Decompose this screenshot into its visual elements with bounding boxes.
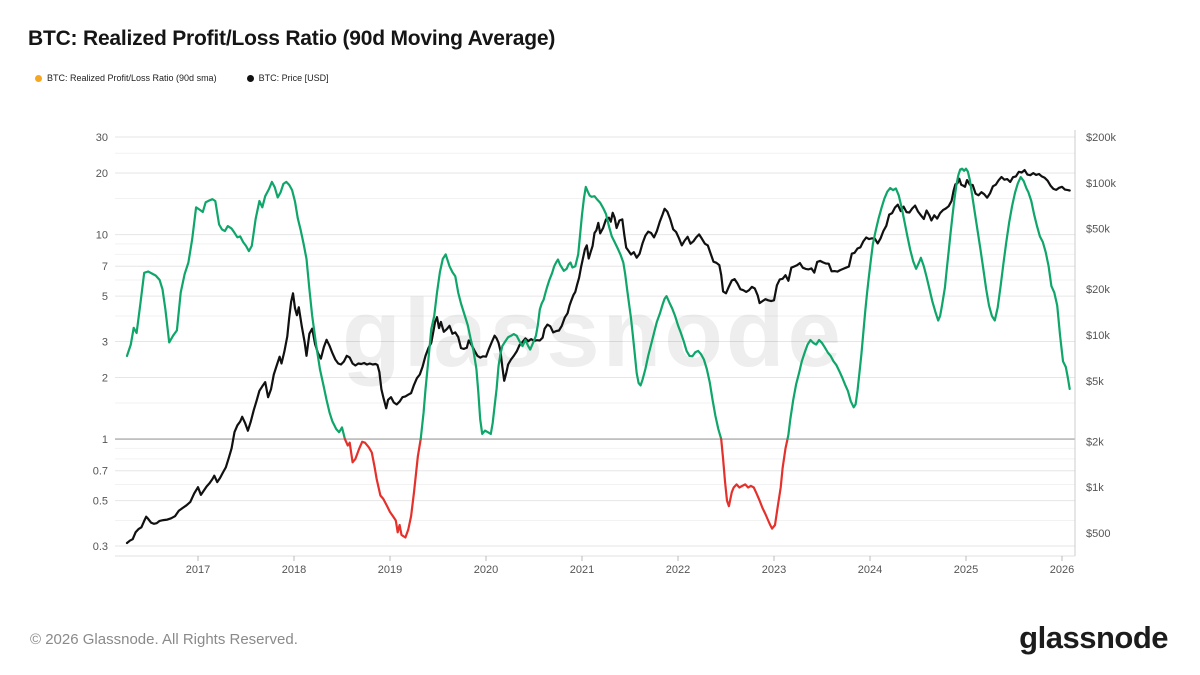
gridlines [115, 136, 1075, 547]
svg-text:$2k: $2k [1086, 436, 1104, 448]
ratio-line-below-1 [720, 438, 789, 530]
svg-text:0.3: 0.3 [93, 541, 108, 553]
svg-text:2022: 2022 [666, 564, 690, 576]
svg-text:2018: 2018 [282, 564, 306, 576]
svg-text:20: 20 [96, 168, 108, 180]
watermark-glassnode: glassnode [342, 280, 844, 387]
svg-text:$50k: $50k [1086, 224, 1110, 236]
axes [115, 130, 1076, 561]
svg-text:7: 7 [102, 261, 108, 273]
svg-text:$1k: $1k [1086, 482, 1104, 494]
svg-text:2024: 2024 [858, 564, 882, 576]
axis-labels: 30 20 10 7 5 3 2 1 0.7 0.5 0.3 $200k $100k $50k $20k $1… [93, 132, 1117, 576]
ratio-line-above-1 [786, 167, 1071, 441]
svg-text:2023: 2023 [762, 564, 786, 576]
legend-item-label: BTC: Realized Profit/Loss Ratio (90d sma… [47, 73, 217, 83]
svg-text:10: 10 [96, 230, 108, 242]
svg-text:30: 30 [96, 132, 108, 144]
svg-text:5: 5 [102, 291, 108, 303]
ratio-line-above-1 [419, 185, 723, 441]
svg-text:$10k: $10k [1086, 330, 1110, 342]
ratio-line-below-1 [343, 438, 422, 539]
svg-text:2025: 2025 [954, 564, 978, 576]
glassnode-logo[interactable]: glassnode [1019, 620, 1168, 655]
svg-text:$5k: $5k [1086, 376, 1104, 388]
legend-item-price[interactable]: BTC: Price [USD] [246, 73, 329, 83]
page-title: BTC: Realized Profit/Loss Ratio (90d Mov… [28, 27, 556, 50]
svg-text:0.7: 0.7 [93, 466, 108, 478]
svg-text:2021: 2021 [570, 564, 594, 576]
svg-text:$200k: $200k [1086, 132, 1116, 144]
svg-text:2017: 2017 [186, 564, 210, 576]
legend-item-ratio[interactable]: BTC: Realized Profit/Loss Ratio (90d sma… [35, 73, 217, 83]
svg-text:3: 3 [102, 337, 108, 349]
price-series-dot-icon [246, 74, 254, 82]
svg-text:$500: $500 [1086, 528, 1110, 540]
svg-text:2026: 2026 [1050, 564, 1074, 576]
svg-text:2: 2 [102, 373, 108, 385]
svg-text:2019: 2019 [378, 564, 402, 576]
legend: BTC: Realized Profit/Loss Ratio (90d sma… [35, 73, 329, 83]
ratio-line-above-1 [125, 180, 346, 441]
price-line [125, 169, 1071, 545]
ratio-series-dot-icon [35, 74, 42, 82]
svg-text:2020: 2020 [474, 564, 498, 576]
svg-text:$20k: $20k [1086, 284, 1110, 296]
legend-item-label: BTC: Price [USD] [258, 73, 329, 83]
svg-text:$100k: $100k [1086, 178, 1116, 190]
copyright-text: © 2026 Glassnode. All Rights Reserved. [30, 631, 298, 648]
svg-text:0.5: 0.5 [93, 496, 108, 508]
svg-text:1: 1 [102, 434, 108, 446]
